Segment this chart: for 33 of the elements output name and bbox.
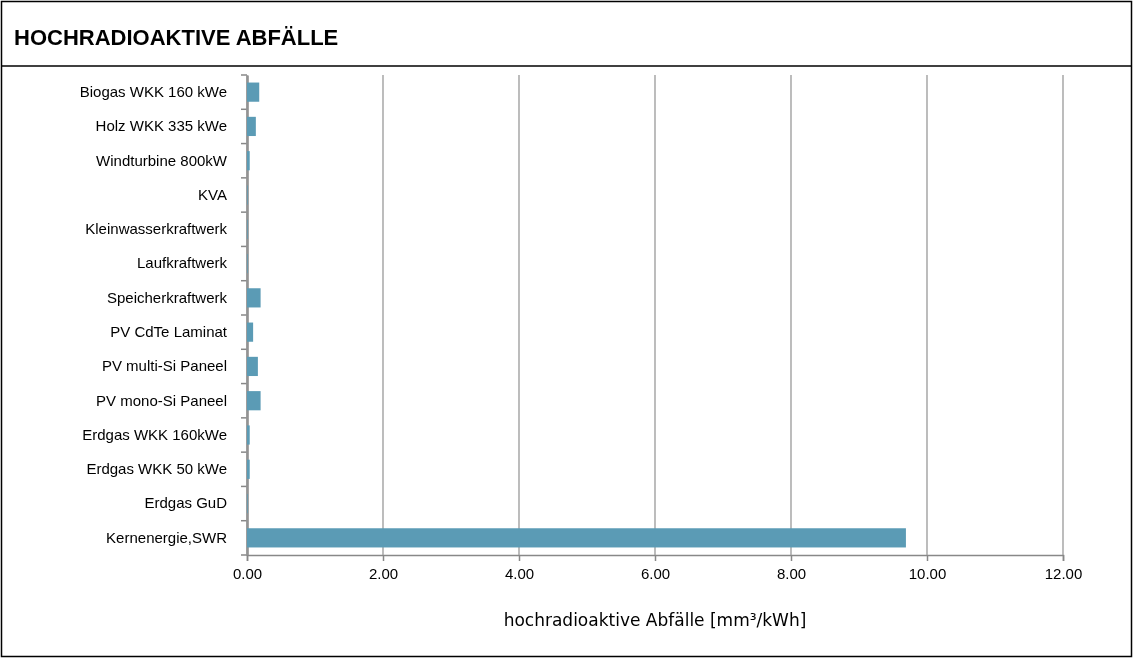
x-tick-label: 10.00 [908,565,947,582]
y-tick-label: PV multi-Si Paneel [101,357,227,375]
bar [247,322,254,342]
bar [247,288,261,308]
bar [247,528,906,548]
bar [247,391,261,411]
bar [247,151,250,171]
y-tick-label: KVA [198,185,227,203]
x-tick-label: 0.00 [232,565,263,582]
chart-title: HOCHRADIOAKTIVE ABFÄLLE [14,25,339,50]
y-tick-label: Windturbine 800kW [96,151,228,169]
y-tick-label: Kernenergie,SWR [106,528,228,546]
y-tick-label: PV mono-Si Paneel [96,391,227,409]
y-tick-label: Kleinwasserkraftwerk [85,220,228,238]
y-tick-label: Erdgas WKK 160kWe [82,425,227,443]
bar [247,425,250,445]
x-tick-label: 4.00 [504,565,535,582]
y-tick-label: Erdgas GuD [144,494,228,512]
y-tick-label: Laufkraftwerk [136,254,228,272]
bar [247,459,250,479]
y-tick-label: Speicherkraftwerk [106,288,228,306]
y-tick-label: Erdgas WKK 50 kWe [86,460,227,478]
y-tick-label: Biogas WKK 160 kWe [79,82,227,100]
y-tick-label: Holz WKK 335 kWe [95,117,227,135]
x-tick-label: 8.00 [776,565,807,582]
x-tick-label: 6.00 [640,565,671,582]
x-axis-title: hochradioaktive Abfälle [mm³/kWh] [503,610,807,630]
bar [247,356,258,377]
x-tick-label: 2.00 [368,565,399,582]
y-tick-label: PV CdTe Laminat [110,322,228,340]
bar [247,116,256,137]
bar [247,82,260,102]
x-tick-label: 12.00 [1044,565,1083,582]
